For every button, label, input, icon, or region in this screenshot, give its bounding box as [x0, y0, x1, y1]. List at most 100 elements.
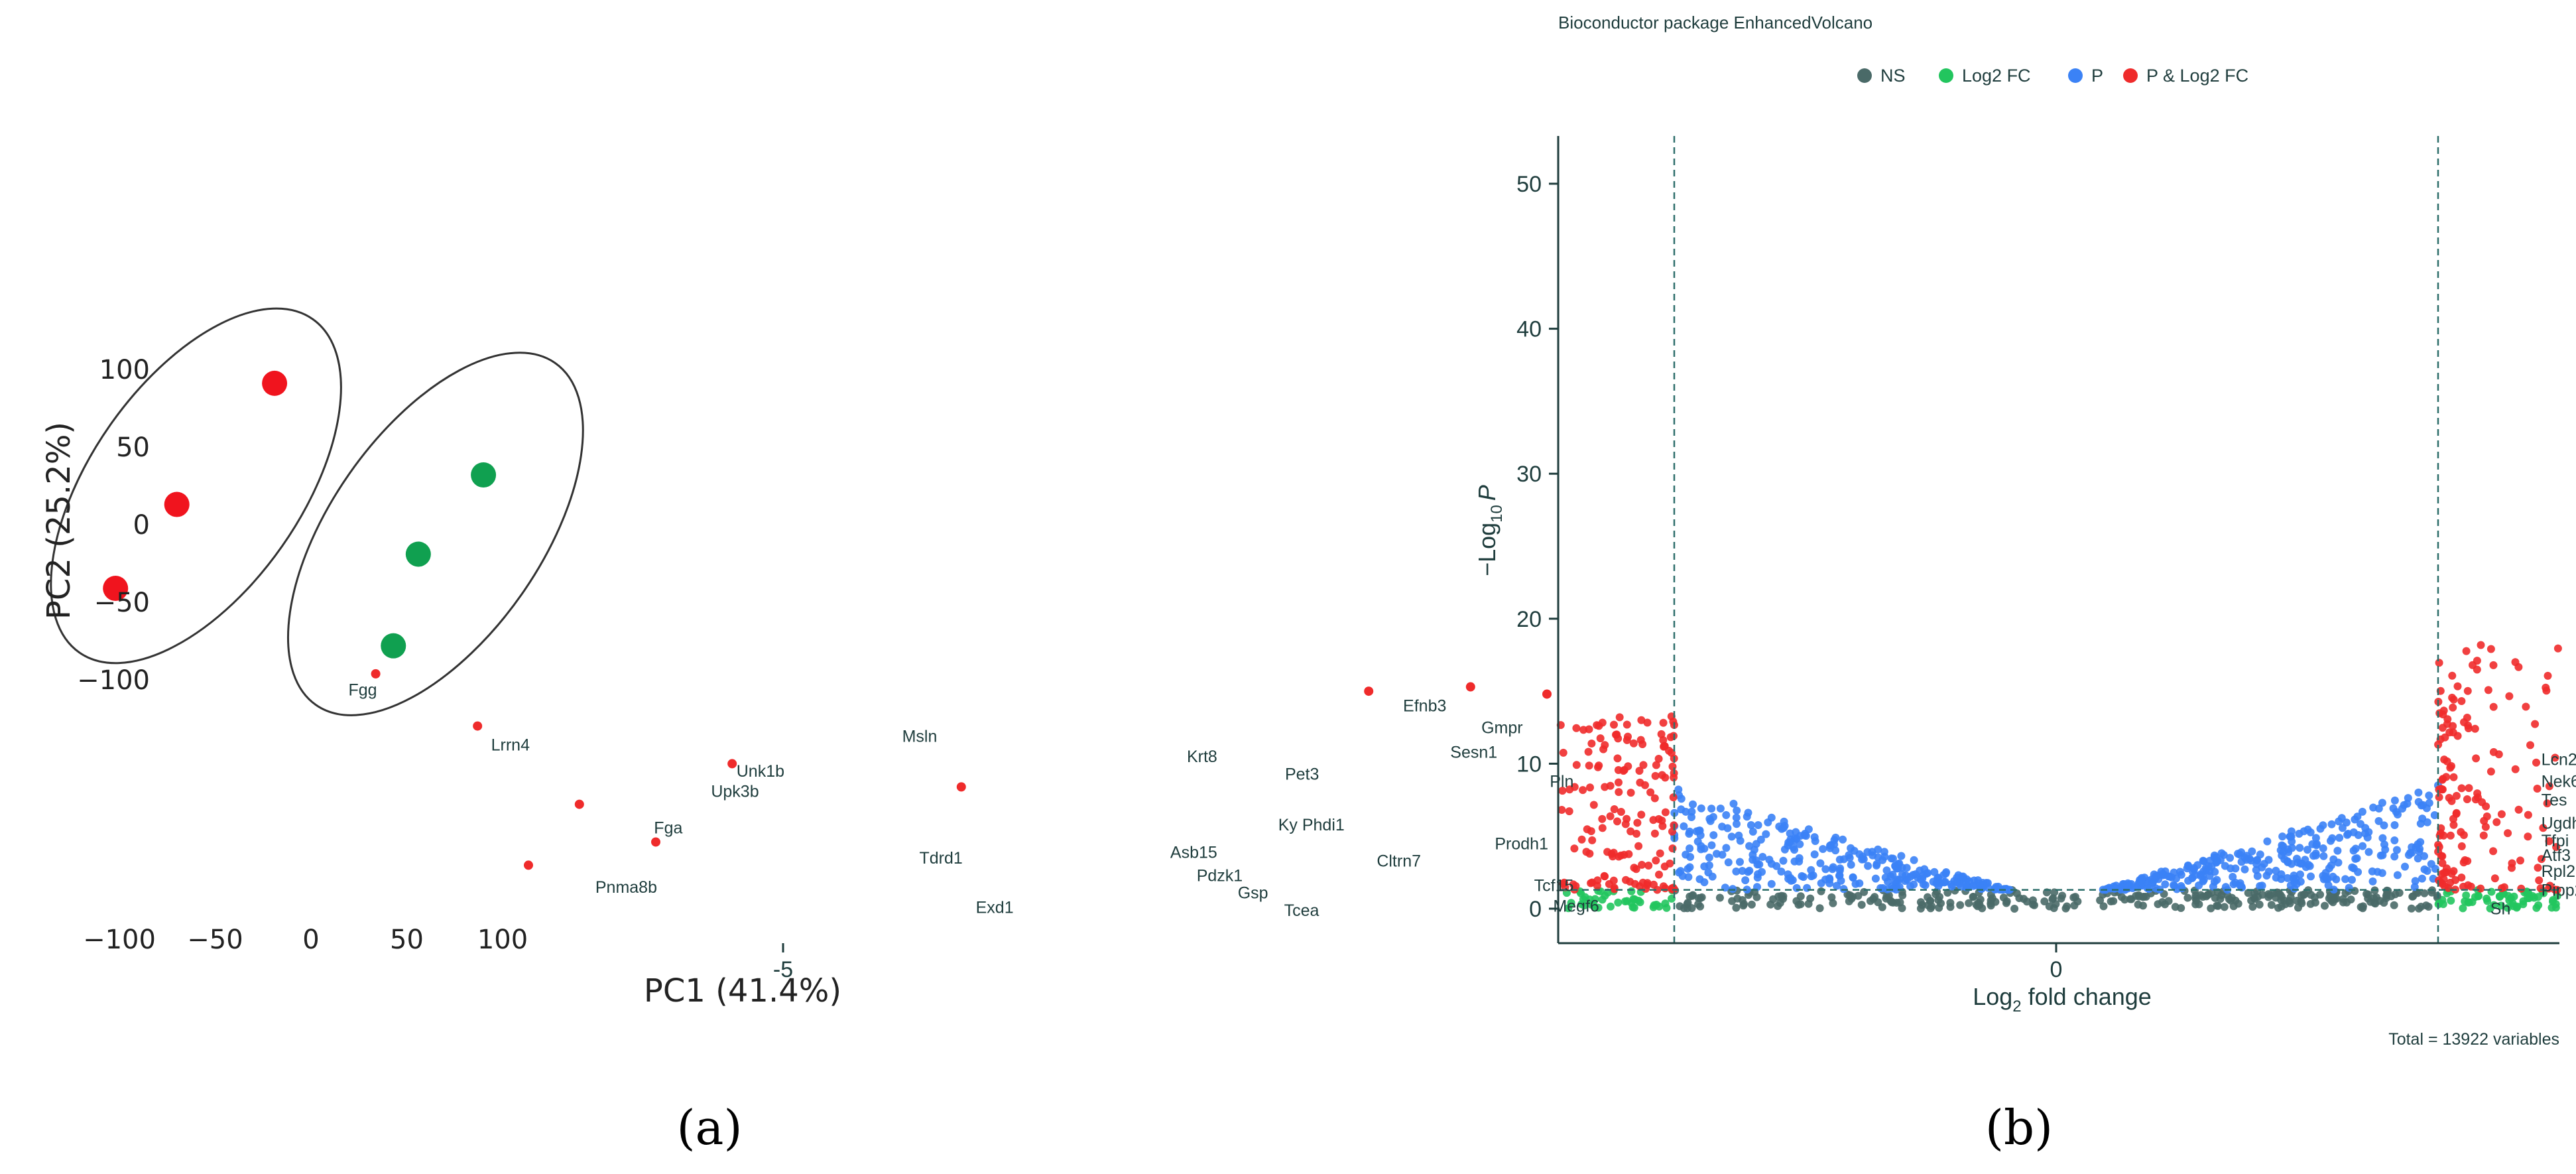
variable-point: [2248, 903, 2257, 911]
variable-point: [2354, 831, 2362, 839]
variable-point: [2363, 833, 2372, 842]
variable-point: [1774, 902, 1782, 910]
variable-point: [1613, 817, 1621, 826]
volcano-y-tick-label: 10: [1516, 751, 1542, 777]
variable-point: [1680, 822, 1688, 830]
volcano-y-tick-label: 40: [1516, 317, 1542, 342]
variable-point: [1709, 831, 1718, 840]
variable-point: [1652, 856, 1660, 865]
variable-point: [2440, 868, 2449, 877]
variable-point: [1898, 904, 1906, 913]
variable-point: [1747, 821, 1755, 829]
variable-point: [2390, 836, 2399, 844]
variable-point: [1650, 880, 1658, 889]
variable-point: [2395, 889, 2404, 897]
variable-point: [2411, 877, 2420, 885]
variable-point: [2390, 821, 2399, 829]
variable-point: [2378, 834, 2387, 842]
variable-point: [1705, 853, 1713, 862]
variable-point: [1722, 811, 1731, 819]
variable-point: [1779, 856, 1788, 865]
variable-point: [1643, 879, 1652, 887]
variable-point: [1718, 850, 1727, 859]
variable-point: [2286, 893, 2295, 901]
variable-point: [1752, 893, 1761, 901]
volcano-y-tick-label: 20: [1516, 607, 1542, 632]
variable-point: [1636, 778, 1644, 787]
variable-point: [1598, 815, 1607, 823]
pca-y-tick-label: 100: [99, 355, 150, 385]
variable-point: [2552, 843, 2561, 851]
variable-point: [2551, 753, 2559, 762]
variable-point: [2264, 868, 2273, 876]
variable-point: [2505, 692, 2514, 700]
variable-point: [1733, 894, 1742, 903]
variable-point: [2514, 805, 2523, 814]
variable-point: [2199, 857, 2208, 866]
variable-point: [2452, 791, 2461, 800]
pca-x-tick-label: 100: [477, 925, 528, 955]
variable-point: [1676, 867, 1685, 876]
variable-point: [2002, 897, 2011, 905]
legend-label: Log2 FC: [1962, 66, 2031, 86]
variable-point: [1697, 804, 1705, 813]
gene-label: Pdzk1: [1197, 866, 1243, 885]
variable-point: [2517, 884, 2526, 893]
variable-point: [2127, 895, 2136, 903]
gene-label: Unk1b: [737, 762, 784, 781]
variable-point: [1630, 903, 1638, 912]
variable-point: [2483, 894, 2491, 903]
variable-point: [2196, 870, 2205, 879]
variable-point: [1658, 822, 1667, 830]
gene-label: Sh: [2490, 900, 2511, 919]
variable-point: [1744, 809, 1752, 817]
variable-point: [2459, 831, 2468, 839]
variable-point: [2473, 665, 2481, 674]
variable-point: [1656, 849, 1664, 858]
variable-point: [2480, 816, 2488, 825]
variable-point: [1815, 904, 1824, 913]
variable-point: [1615, 778, 1623, 787]
variable-point: [1661, 899, 1670, 908]
variable-point: [2473, 657, 2481, 665]
variable-point: [1684, 864, 1692, 873]
red-sample-point-2: [164, 491, 190, 517]
variable-point: [1585, 761, 1593, 770]
variable-point: [2514, 663, 2523, 671]
variable-point: [1910, 856, 1918, 864]
variable-point: [1898, 870, 1906, 879]
variable-point: [2438, 785, 2447, 794]
variable-point: [2284, 858, 2292, 866]
variable-point: [2422, 804, 2431, 813]
variable-point: [2177, 904, 2185, 912]
pca-x-tick-label: −100: [83, 925, 156, 955]
variable-point: [2415, 904, 2423, 913]
variable-point: [1696, 902, 1705, 911]
variable-point: [1849, 893, 1857, 901]
variable-point: [1829, 899, 1837, 907]
variable-point: [2533, 785, 2542, 793]
gene-label: Tdrd1: [919, 849, 962, 868]
variable-point: [1639, 761, 1648, 769]
variable-point: [1817, 887, 1825, 895]
significant-point: [727, 759, 737, 769]
variable-point: [2348, 863, 2357, 872]
variable-point: [1748, 827, 1757, 836]
legend-label: P: [2091, 66, 2103, 86]
variable-point: [2457, 842, 2466, 850]
variable-point: [2216, 856, 2225, 864]
variable-point: [2368, 877, 2377, 885]
variable-point: [1772, 862, 1781, 870]
gene-label: Sesn1: [1450, 744, 1497, 762]
variable-point: [2545, 782, 2553, 791]
variable-point: [2406, 848, 2414, 857]
variable-point: [2274, 903, 2282, 912]
variable-point: [1572, 761, 1581, 769]
variable-point: [1869, 895, 1878, 903]
variable-point: [1871, 874, 1880, 883]
variable-point: [1644, 862, 1653, 870]
variable-point: [1614, 734, 1623, 743]
variable-point: [2463, 686, 2472, 695]
variable-point: [1991, 897, 2000, 906]
variable-point: [1886, 872, 1895, 881]
